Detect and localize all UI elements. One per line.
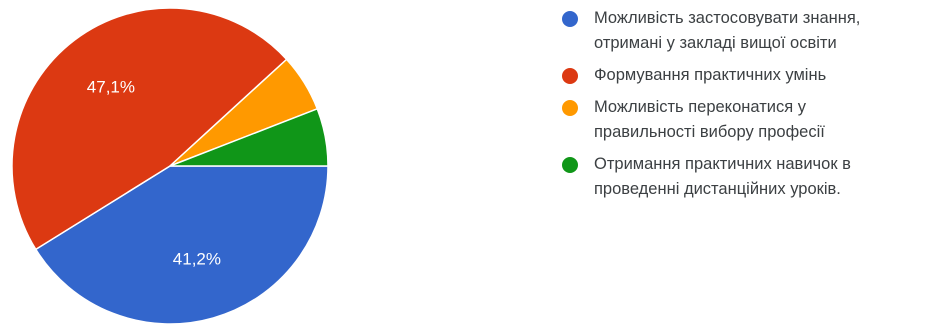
legend-item-3: Отримання практичних навичок в проведенні… — [560, 152, 935, 202]
legend-item-1: Формування практичних умінь — [560, 63, 935, 88]
pie-chart: 41,2% 47,1% — [11, 7, 329, 324]
legend-label-2-1: правильності вибору професії — [594, 123, 825, 141]
legend-label-0-1: отримані у закладі вищої освіти — [594, 34, 837, 52]
legend-label-3-0: Отримання практичних навичок в — [594, 155, 851, 173]
pie-labels: 41,2% 47,1% — [87, 77, 221, 268]
legend-label-1-0: Формування практичних умінь — [594, 66, 827, 84]
pie-slice-0 — [34, 165, 329, 324]
pie-slice-label-1: 47,1% — [87, 77, 135, 96]
legend-swatch-3 — [562, 157, 578, 173]
legend-label-3-1: проведенні дистанційних уроків. — [594, 180, 841, 198]
legend-label-2-0: Можливість переконатися у — [594, 98, 806, 116]
chart-legend: Можливість застосовувати знання, отримані… — [560, 6, 935, 209]
pie-slice-label-0: 41,2% — [173, 250, 221, 269]
legend-item-0: Можливість застосовувати знання, отримані… — [560, 6, 935, 56]
legend-swatch-0 — [562, 11, 578, 27]
pie-slices — [11, 7, 329, 324]
pie-slice-3 — [169, 107, 329, 167]
pie-slice-1 — [11, 7, 288, 251]
legend-swatch-1 — [562, 68, 578, 84]
legend-swatch-2 — [562, 100, 578, 116]
legend-label-0-0: Можливість застосовувати знання, — [594, 9, 861, 27]
legend-item-2: Можливість переконатися у правильності ви… — [560, 95, 935, 145]
